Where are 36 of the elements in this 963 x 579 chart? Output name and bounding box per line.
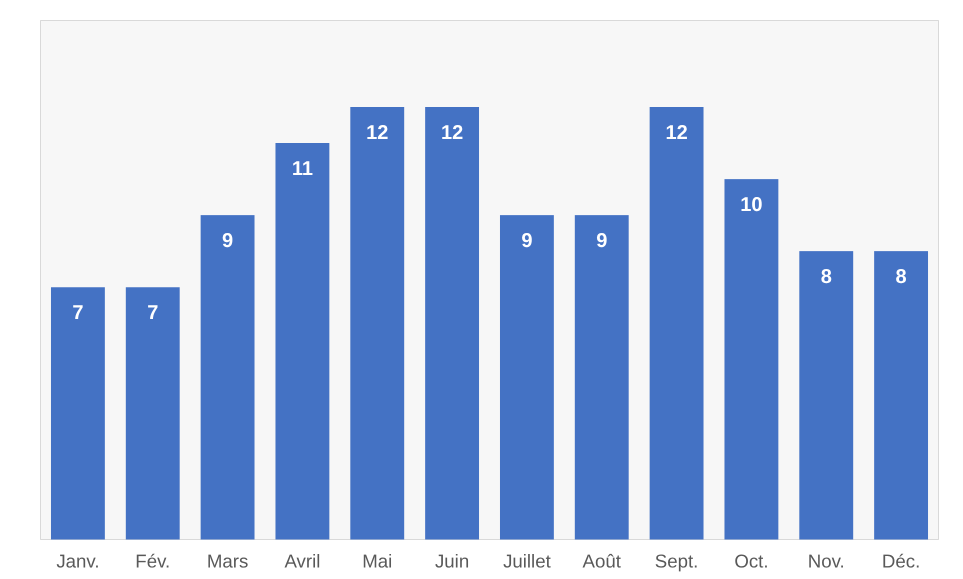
x-tick-label: Fév. [135,550,170,572]
data-label: 9 [222,230,234,252]
data-label: 10 [740,194,763,216]
data-label: 7 [72,302,84,324]
x-tick-label: Janv. [56,550,100,572]
x-tick-label: Mai [362,550,392,572]
x-tick-label: Déc. [882,550,920,572]
data-label: 12 [366,122,388,144]
x-tick-label: Août [582,550,622,572]
data-label: 9 [596,230,608,252]
bar [275,143,330,540]
bar [724,179,778,540]
bar [874,251,928,540]
x-tick-label: Nov. [808,550,845,572]
bar [50,287,105,540]
data-label: 12 [440,122,464,144]
data-label: 12 [665,122,688,144]
bar [126,287,180,540]
data-label: 7 [147,302,158,324]
bar [574,215,629,540]
bar [500,215,554,540]
x-tick-label: Mars [206,550,248,572]
data-label: 9 [521,230,532,252]
x-tick-label: Sept. [654,550,698,572]
bar [799,251,854,540]
data-label: 8 [820,266,832,288]
bar [350,107,404,540]
bar [650,107,704,540]
x-tick-label: Oct. [734,550,769,572]
bar [425,107,480,540]
bar [200,215,255,540]
data-label: 11 [292,158,313,180]
x-tick-label: Juin [434,550,470,572]
x-tick-label: Juillet [503,550,552,572]
x-tick-label: Avril [284,550,320,572]
data-label: 8 [896,266,907,288]
